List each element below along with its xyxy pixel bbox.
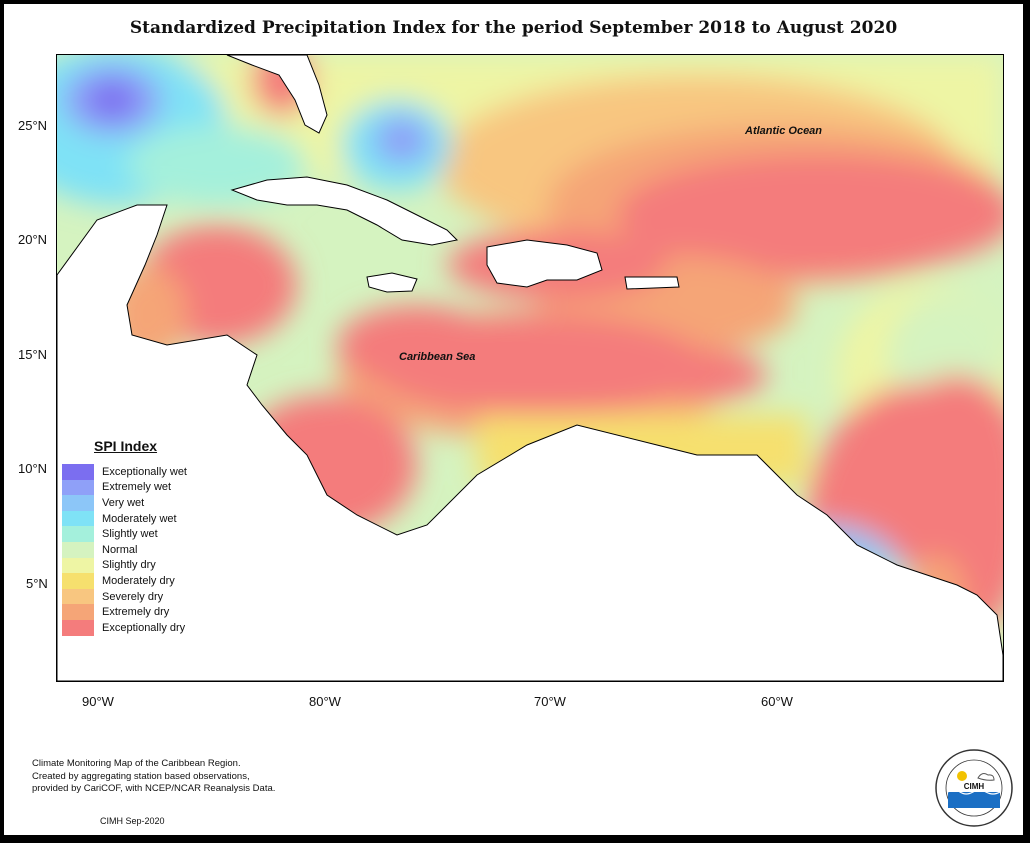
spi-map: Atlantic Ocean Caribbean Sea: [56, 54, 1004, 682]
legend-label: Exceptionally wet: [102, 465, 187, 478]
footer-note: Climate Monitoring Map of the Caribbean …: [32, 758, 275, 796]
legend-item: Moderately wet: [62, 510, 212, 527]
legend-swatch: [62, 588, 94, 605]
footer-line: Created by aggregating station based obs…: [32, 770, 250, 782]
legend-item: Very wet: [62, 495, 212, 511]
legend-title: SPI Index: [94, 438, 158, 454]
y-label-10n: 10°N: [18, 461, 48, 476]
cimh-logo-icon: CIMH: [935, 749, 1013, 827]
y-label-25n: 25°N: [18, 118, 48, 133]
legend: SPI Index Exceptionally wet Extremely we…: [62, 438, 212, 636]
legend-label: Exceptionally dry: [102, 621, 186, 634]
spi-map-graphic: [57, 55, 1003, 681]
atlantic-ocean-label: Atlantic Ocean: [745, 125, 823, 137]
legend-item: Moderately dry: [62, 573, 212, 589]
date-stamp: CIMH Sep-2020: [100, 816, 165, 826]
footer-line: Climate Monitoring Map of the Caribbean …: [32, 758, 241, 769]
legend-label: Severely dry: [102, 590, 164, 603]
x-label-80w: 80°W: [309, 694, 341, 709]
legend-item: Extremely dry: [62, 604, 212, 620]
y-label-5n: 5°N: [26, 576, 48, 591]
legend-item: Exceptionally wet: [62, 464, 212, 480]
cimh-logo: CIMH: [934, 748, 1014, 828]
legend-label: Moderately wet: [102, 512, 177, 525]
legend-swatch: [62, 541, 94, 558]
legend-item: Severely dry: [62, 588, 212, 605]
legend-label: Moderately dry: [102, 574, 175, 587]
legend-swatch: [62, 619, 94, 636]
legend-swatch: [62, 573, 94, 589]
map-frame: Standardized Precipitation Index for the…: [4, 4, 1023, 835]
footer-line: provided by CariCOF, with NCEP/NCAR Rean…: [32, 783, 276, 794]
legend-item: Extremely wet: [62, 479, 212, 496]
legend-swatch: [62, 557, 94, 574]
legend-item: Slightly dry: [62, 557, 212, 574]
legend-item: Slightly wet: [62, 526, 212, 542]
legend-label: Slightly dry: [102, 559, 156, 572]
land-masses: [57, 55, 1003, 681]
legend-swatch: [62, 526, 94, 542]
x-label-60w: 60°W: [761, 694, 793, 709]
legend-swatch: [62, 604, 94, 620]
legend-label: Normal: [102, 543, 138, 556]
legend-item: Normal: [62, 541, 212, 558]
legend-label: Extremely dry: [102, 606, 170, 619]
cimh-logo-text: CIMH: [964, 782, 985, 791]
legend-swatch: [62, 510, 94, 527]
legend-item: Exceptionally dry: [62, 619, 212, 636]
y-label-20n: 20°N: [18, 232, 48, 247]
page-title: Standardized Precipitation Index for the…: [129, 18, 898, 38]
legend-swatch: [62, 495, 94, 511]
legend-swatch: [62, 464, 94, 480]
x-label-70w: 70°W: [534, 694, 566, 709]
legend-label: Slightly wet: [102, 528, 158, 541]
caribbean-sea-label: Caribbean Sea: [399, 351, 476, 363]
spi-field: [57, 55, 1003, 681]
x-label-90w: 90°W: [82, 694, 114, 709]
legend-label: Extremely wet: [102, 481, 172, 494]
legend-label: Very wet: [102, 496, 145, 509]
y-label-15n: 15°N: [18, 347, 48, 362]
legend-swatch: [62, 479, 94, 496]
